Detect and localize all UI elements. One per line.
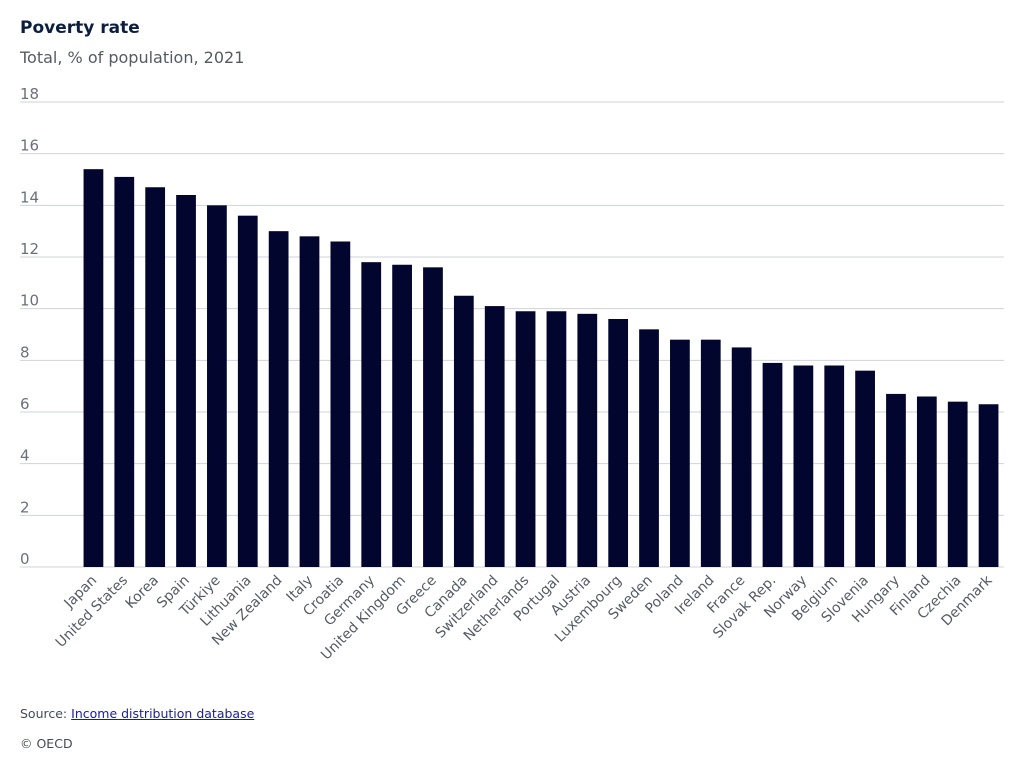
copyright: © OECD	[20, 736, 73, 751]
chart-title: Poverty rate	[20, 18, 140, 38]
bar-belgium	[824, 365, 845, 567]
x-tick-label: Korea	[123, 573, 162, 612]
bar-slovenia	[855, 370, 875, 567]
bar-united-states	[114, 176, 135, 567]
bar-denmark	[978, 404, 999, 567]
bar-united-kingdom	[392, 264, 412, 567]
bar-germany	[361, 262, 382, 567]
source-label: Source:	[20, 706, 68, 721]
bar-korea	[145, 187, 166, 567]
y-tick-label: 0	[20, 550, 30, 568]
bar-netherlands	[515, 311, 536, 567]
bar-austria	[577, 313, 598, 567]
y-tick-label: 14	[20, 188, 39, 206]
y-tick-label: 16	[20, 137, 39, 155]
bar-new-zealand	[268, 231, 289, 567]
bar-ireland	[700, 339, 721, 567]
bar-japan	[83, 169, 104, 567]
y-tick-label: 18	[20, 85, 39, 103]
bar-france	[731, 347, 752, 567]
y-tick-label: 10	[20, 292, 39, 310]
y-tick-label: 8	[20, 343, 30, 361]
y-tick-label: 12	[20, 240, 39, 258]
chart-subtitle: Total, % of population, 2021	[20, 48, 245, 67]
bar-luxembourg	[608, 319, 629, 567]
bar-switzerland	[484, 306, 505, 567]
bar-croatia	[330, 241, 351, 567]
bar-poland	[670, 339, 690, 567]
bar-lithuania	[237, 215, 258, 567]
bar-sweden	[639, 329, 659, 567]
bar-slovak-rep-	[762, 362, 783, 567]
y-tick-label: 6	[20, 395, 30, 413]
bar-spain	[176, 195, 196, 567]
bar-greece	[423, 267, 443, 567]
bar-canada	[453, 295, 474, 567]
source-note: Source: Income distribution database	[20, 706, 254, 721]
bar-norway	[793, 365, 814, 567]
bar-t-rkiye	[207, 205, 227, 568]
bar-czechia	[947, 401, 968, 567]
y-tick-label: 4	[20, 447, 30, 465]
bar-portugal	[546, 311, 567, 567]
y-tick-label: 2	[20, 498, 30, 516]
bar-finland	[916, 396, 937, 567]
source-link[interactable]: Income distribution database	[71, 706, 255, 721]
bar-hungary	[886, 393, 906, 567]
bar-italy	[299, 236, 320, 568]
